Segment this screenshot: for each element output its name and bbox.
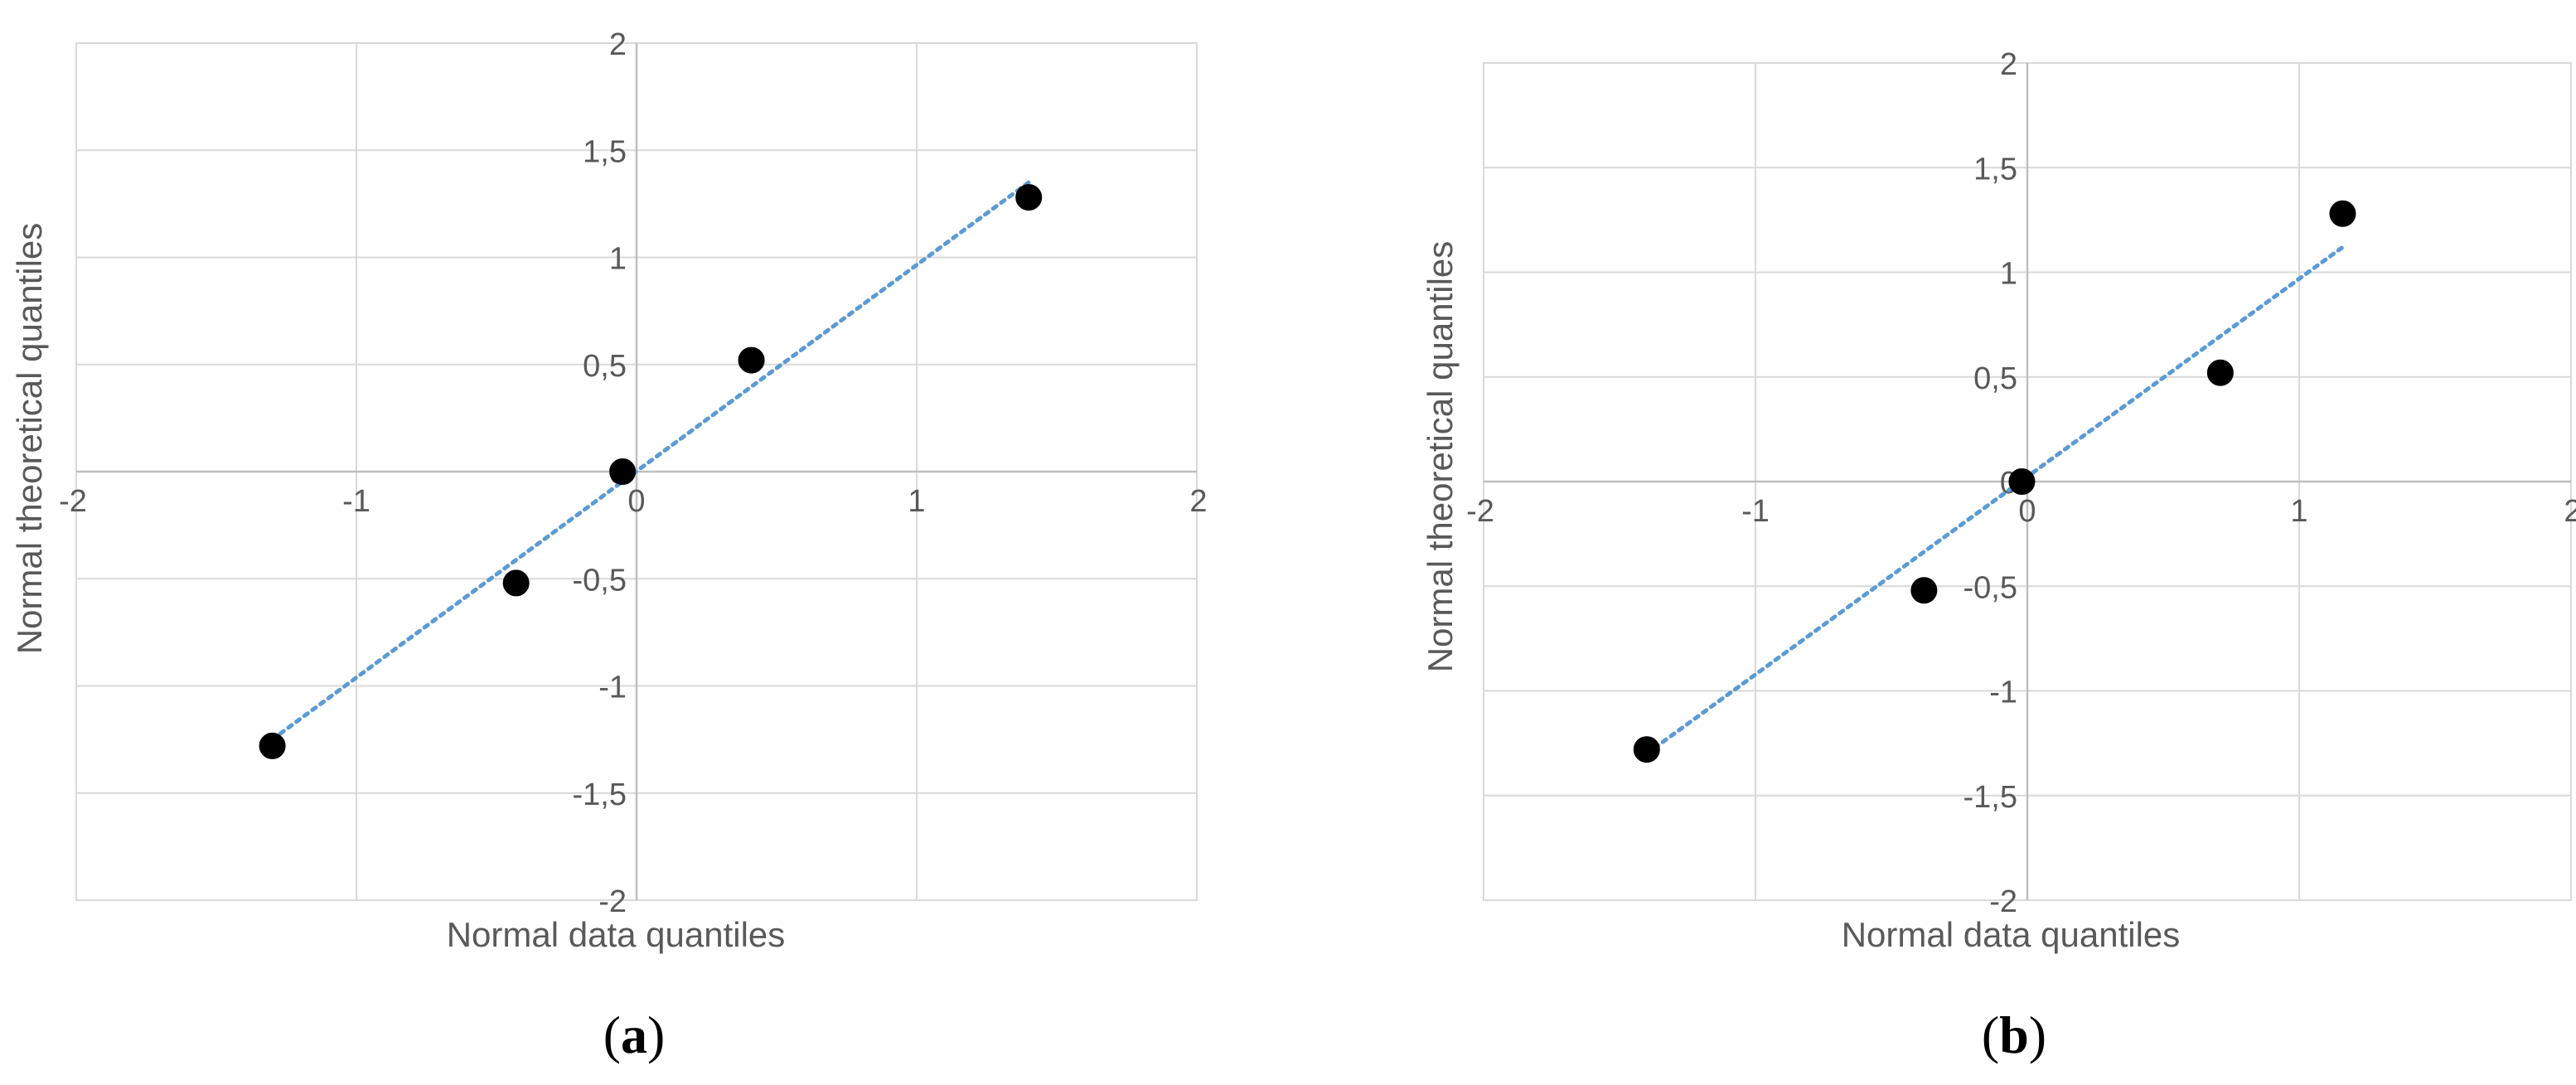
panel-label-open-paren: (: [603, 1005, 621, 1064]
x-tick-label: -2: [1466, 494, 1494, 529]
y-tick-label: -1: [1989, 676, 2017, 710]
y-axis-title: Normal theoretical quantiles: [1421, 241, 1460, 673]
y-tick-label: 1: [609, 242, 627, 277]
panel-label-close-paren: ): [647, 1005, 665, 1064]
data-point: [259, 732, 286, 759]
y-tick-label: 0,5: [1973, 361, 2017, 396]
data-point: [609, 458, 637, 485]
y-tick-label: -0,5: [1963, 570, 2017, 605]
y-tick-label: -2: [1989, 884, 2017, 919]
y-tick-label: -2: [598, 884, 627, 919]
x-axis-title: Normal data quantiles: [1842, 915, 2181, 954]
y-tick-label: 2: [2000, 47, 2017, 82]
data-point: [1633, 736, 1660, 763]
y-tick-label: -1,5: [1963, 780, 2017, 815]
data-point: [2206, 359, 2234, 386]
panel-label-letter: a: [621, 1005, 647, 1064]
data-point: [502, 569, 530, 597]
data-point: [1910, 577, 1938, 604]
data-point: [2329, 200, 2356, 227]
panel-label-close-paren: ): [2029, 1005, 2046, 1064]
x-tick-label: 2: [1189, 484, 1207, 519]
x-tick-label: 0: [2018, 494, 2036, 529]
x-tick-label: -1: [342, 484, 370, 519]
x-tick-label: 2: [2564, 494, 2576, 529]
y-tick-label: 1,5: [1973, 152, 2017, 186]
data-point: [2008, 468, 2036, 495]
y-tick-label: 1,5: [583, 134, 627, 169]
trendline: [1644, 245, 2345, 756]
data-point: [738, 346, 765, 374]
panel-label: (a): [603, 1005, 666, 1064]
y-tick-label: 0,5: [583, 349, 627, 384]
panel-label-letter: b: [1999, 1005, 2029, 1064]
y-tick-label: 2: [609, 27, 627, 62]
y-tick-label: 1: [2000, 257, 2017, 292]
y-tick-label: -1,5: [573, 777, 627, 812]
data-point: [1015, 184, 1043, 211]
x-tick-label: 1: [908, 484, 925, 519]
panel-label: (b): [1982, 1005, 2046, 1064]
y-tick-label: -1: [598, 671, 627, 705]
x-tick-label: -1: [1741, 494, 1770, 529]
y-tick-label: -0,5: [573, 563, 627, 598]
panel-label-open-paren: (: [1982, 1005, 1999, 1064]
x-tick-label: -2: [59, 484, 87, 519]
trendline: [270, 180, 1031, 742]
y-axis-title: Normal theoretical quantiles: [10, 223, 49, 655]
x-tick-label: 1: [2290, 494, 2307, 529]
x-axis-title: Normal data quantiles: [447, 915, 786, 954]
x-tick-label: 0: [627, 484, 645, 519]
